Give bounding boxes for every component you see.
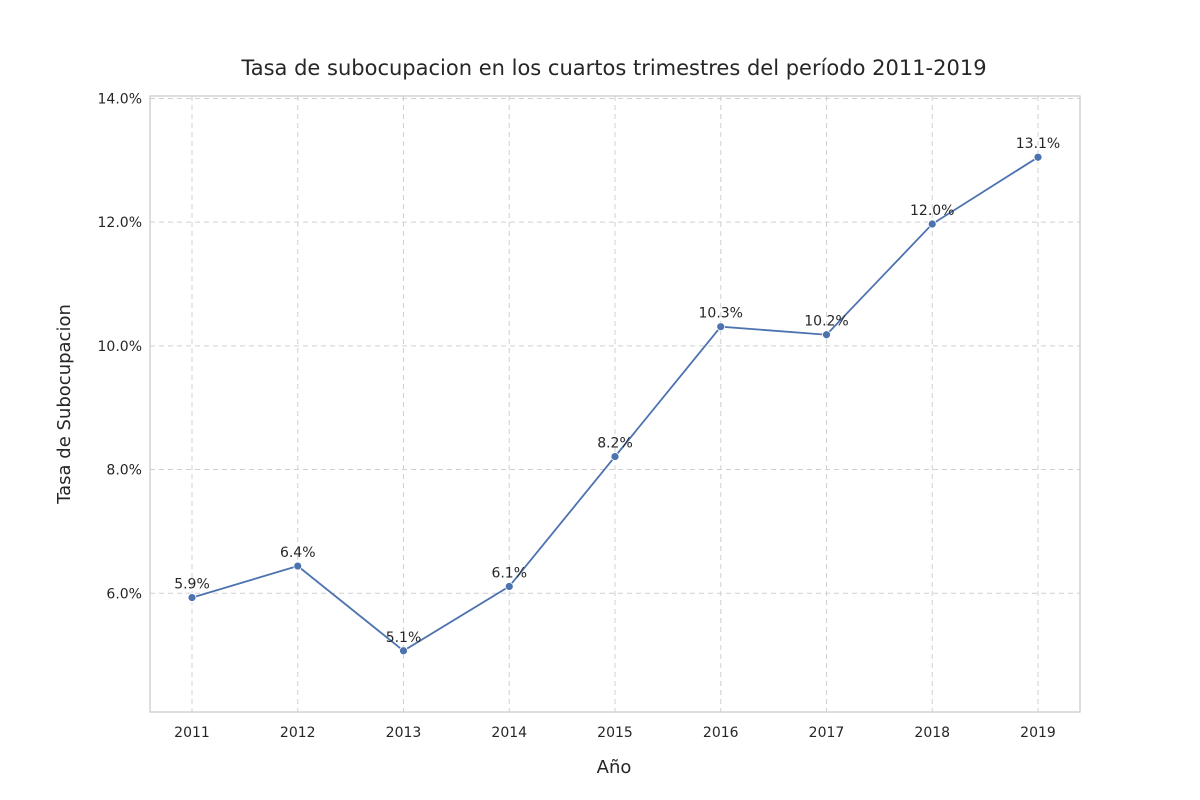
data-label: 10.2% (804, 314, 848, 330)
data-point (293, 561, 303, 571)
x-tick-label: 2012 (280, 725, 316, 741)
x-tick-label: 2016 (703, 725, 739, 741)
y-tick-label: 10.0% (98, 339, 142, 355)
data-label: 5.1% (386, 630, 422, 646)
x-tick-label: 2013 (386, 725, 422, 741)
data-point (1033, 152, 1043, 162)
x-tick-label: 2015 (597, 725, 633, 741)
data-point (822, 330, 831, 340)
y-tick-label: 12.0% (98, 215, 142, 231)
y-tick-label: 8.0% (106, 463, 142, 479)
y-tick-label: 14.0% (98, 91, 142, 107)
x-axis-ticks: 2011 2012 2013 2014 2015 2016 2017 2018 2019 (174, 725, 1056, 741)
data-labels: 5.9% 6.4% 5.1% 6.1% 8.2% 10.3% 10.2% 12.0% 13.1% (174, 136, 1060, 646)
data-point (399, 646, 408, 656)
x-tick-label: 2011 (174, 725, 210, 741)
data-label: 6.4% (280, 545, 316, 561)
y-axis-ticks: 6.0% 8.0% 10.0% 12.0% 14.0% (98, 91, 142, 602)
data-label: 10.3% (699, 306, 743, 322)
x-axis-label: Año (597, 757, 632, 778)
chart-title: Tasa de subocupacion en los cuartos trim… (240, 56, 986, 80)
data-label: 8.2% (597, 436, 633, 452)
series-layer (187, 152, 1043, 656)
data-point (610, 452, 620, 461)
grid (150, 96, 1080, 712)
x-tick-label: 2019 (1020, 725, 1056, 741)
data-point (504, 582, 514, 591)
y-tick-label: 6.0% (106, 586, 142, 602)
data-point (716, 322, 726, 332)
data-label: 12.0% (910, 203, 954, 219)
x-tick-label: 2014 (491, 725, 527, 741)
x-tick-label: 2018 (914, 725, 950, 741)
data-label: 5.9% (174, 577, 210, 593)
x-tick-label: 2017 (809, 725, 845, 741)
data-label: 6.1% (491, 565, 527, 581)
data-point (927, 219, 937, 229)
data-label: 13.1% (1016, 136, 1060, 152)
plot-frame (149, 95, 1081, 713)
y-axis-label: Tasa de Subocupacion (54, 304, 75, 505)
data-point (187, 593, 197, 602)
